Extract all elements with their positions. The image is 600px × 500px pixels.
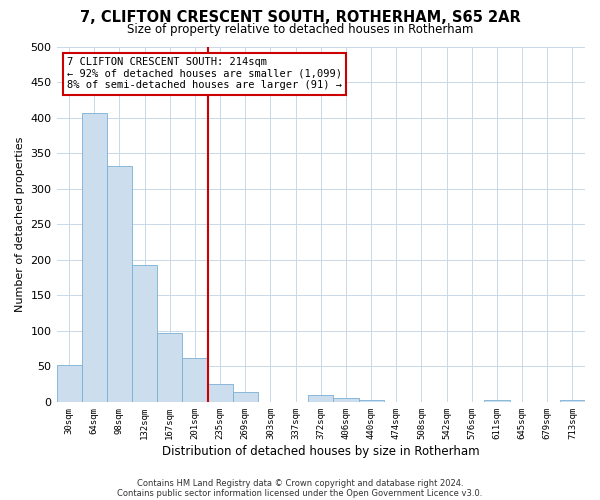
Bar bbox=[233, 392, 258, 402]
Text: Contains HM Land Registry data © Crown copyright and database right 2024.: Contains HM Land Registry data © Crown c… bbox=[137, 478, 463, 488]
Bar bbox=[308, 394, 334, 402]
Bar bbox=[560, 400, 585, 402]
Text: 7, CLIFTON CRESCENT SOUTH, ROTHERHAM, S65 2AR: 7, CLIFTON CRESCENT SOUTH, ROTHERHAM, S6… bbox=[80, 10, 520, 25]
X-axis label: Distribution of detached houses by size in Rotherham: Distribution of detached houses by size … bbox=[162, 444, 479, 458]
Bar bbox=[56, 365, 82, 402]
Bar bbox=[132, 264, 157, 402]
Bar bbox=[157, 333, 182, 402]
Bar bbox=[107, 166, 132, 402]
Text: Contains public sector information licensed under the Open Government Licence v3: Contains public sector information licen… bbox=[118, 488, 482, 498]
Bar bbox=[334, 398, 359, 402]
Text: Size of property relative to detached houses in Rotherham: Size of property relative to detached ho… bbox=[127, 22, 473, 36]
Text: 7 CLIFTON CRESCENT SOUTH: 214sqm
← 92% of detached houses are smaller (1,099)
8%: 7 CLIFTON CRESCENT SOUTH: 214sqm ← 92% o… bbox=[67, 57, 342, 90]
Bar bbox=[208, 384, 233, 402]
Bar bbox=[484, 400, 509, 402]
Bar bbox=[82, 114, 107, 402]
Bar bbox=[359, 400, 383, 402]
Bar bbox=[182, 358, 208, 402]
Y-axis label: Number of detached properties: Number of detached properties bbox=[15, 136, 25, 312]
